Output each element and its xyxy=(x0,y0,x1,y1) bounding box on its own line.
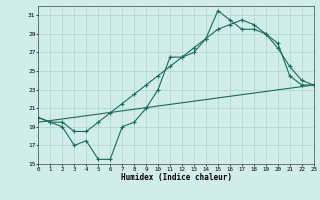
X-axis label: Humidex (Indice chaleur): Humidex (Indice chaleur) xyxy=(121,173,231,182)
